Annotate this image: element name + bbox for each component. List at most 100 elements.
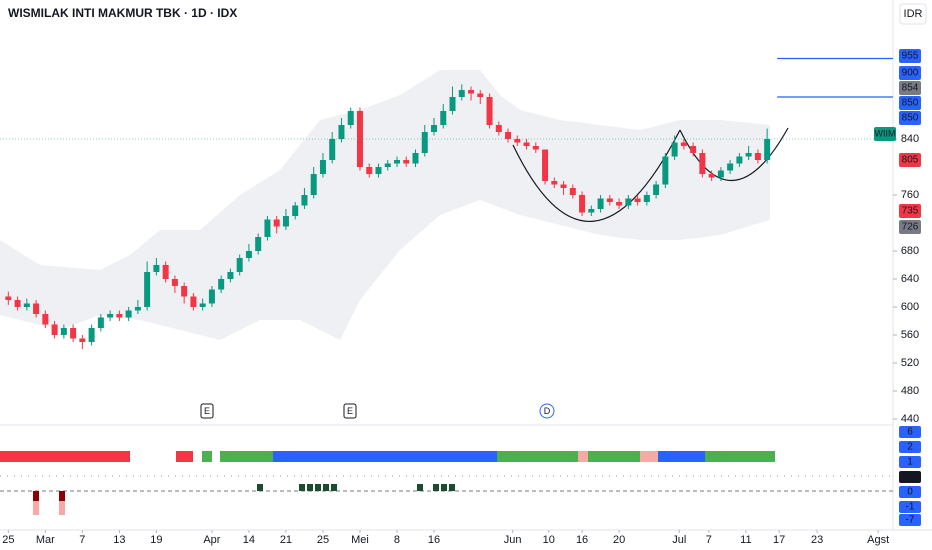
x-tick-label: 20 <box>613 534 625 546</box>
candle-body <box>458 90 465 98</box>
candle-body <box>97 317 104 328</box>
candle-body <box>181 285 188 297</box>
x-tick-label: Agst <box>867 534 889 546</box>
candle-body <box>199 303 206 307</box>
candle-body <box>597 198 604 210</box>
ribbon-segment <box>588 451 640 462</box>
x-tick-label: 7 <box>79 534 85 546</box>
candle-body <box>579 195 586 213</box>
indicator-label: 1 <box>907 457 913 468</box>
candle-body <box>680 142 687 147</box>
y-tick-label: 600 <box>901 301 919 313</box>
candle-body <box>514 139 521 143</box>
candle-body <box>319 160 326 175</box>
event-marker-label[interactable]: E <box>204 406 210 416</box>
candle-body <box>79 338 86 342</box>
x-tick-label: 10 <box>543 534 555 546</box>
y-tick-label: 840 <box>901 133 919 145</box>
x-tick-label: Mar <box>36 534 55 546</box>
candle-body <box>634 198 641 203</box>
currency-box[interactable] <box>899 3 927 25</box>
candle-body <box>171 278 178 286</box>
ribbon-segment <box>273 451 497 462</box>
price-label-box <box>899 66 921 80</box>
x-tick-label: Apr <box>203 534 220 546</box>
x-tick-label: 23 <box>811 534 823 546</box>
indicator-label: 0 <box>907 487 913 498</box>
x-tick-label: 16 <box>428 534 440 546</box>
signal-dots <box>257 484 455 491</box>
price-label: 805 <box>902 155 919 166</box>
candle-body <box>690 146 697 154</box>
candle-body <box>292 205 299 216</box>
x-tick-label: 19 <box>150 534 162 546</box>
candle-body <box>764 139 771 161</box>
ribbon-segment <box>220 451 273 462</box>
price-label-box <box>899 220 921 234</box>
candle-body <box>33 303 40 314</box>
candle-body <box>5 296 12 300</box>
price-label-box <box>899 204 921 218</box>
candle-body <box>569 188 576 196</box>
candle-body <box>736 156 743 164</box>
candle-body <box>134 306 141 311</box>
candle-body <box>643 195 650 203</box>
candle-body <box>551 181 558 185</box>
x-tick-label: Jul <box>672 534 686 546</box>
event-marker-label[interactable]: E <box>347 406 353 416</box>
event-marker[interactable] <box>200 403 214 419</box>
indicator-label-box <box>899 456 921 468</box>
y-tick-label: 760 <box>901 189 919 201</box>
candle-body <box>412 153 419 164</box>
candle-body <box>60 327 67 335</box>
candle-body <box>153 264 160 272</box>
candle-body <box>107 313 114 318</box>
candle-body <box>625 198 632 206</box>
x-tick-label: Mei <box>351 534 369 546</box>
y-tick-label: 680 <box>901 245 919 257</box>
ribbon-segment <box>705 451 775 462</box>
x-tick-label: 25 <box>317 534 329 546</box>
event-marker-label[interactable]: D <box>544 406 551 416</box>
indicator-label-box <box>899 441 921 453</box>
candle-body <box>431 125 438 133</box>
candle-body <box>338 125 345 140</box>
ribbon-segment <box>176 451 193 462</box>
histogram-bar <box>33 491 39 501</box>
candle-body <box>560 184 567 189</box>
candle-body <box>477 93 484 98</box>
candle-body <box>116 313 123 318</box>
currency[interactable]: IDR <box>904 8 923 20</box>
candle-body <box>384 163 391 168</box>
candle-body <box>245 250 252 258</box>
y-tick-label: 520 <box>901 357 919 369</box>
candle-body <box>727 163 734 171</box>
cup-arc <box>512 129 681 222</box>
candle-body <box>393 160 400 164</box>
price-label: 854 <box>902 83 919 94</box>
candle-body <box>42 313 49 325</box>
y-tick-label: 640 <box>901 273 919 285</box>
candle-body <box>218 278 225 290</box>
event-marker[interactable] <box>343 403 357 419</box>
candle-body <box>273 219 280 227</box>
y-tick-label: 480 <box>901 385 919 397</box>
x-tick-label: 17 <box>773 534 785 546</box>
event-marker[interactable] <box>539 403 555 419</box>
x-tick-label: 14 <box>243 534 255 546</box>
candle-body <box>671 142 678 157</box>
symbol-label-box <box>874 127 896 141</box>
x-tick-label: 8 <box>394 534 400 546</box>
candle-body <box>347 111 354 126</box>
candle-body <box>653 184 660 196</box>
candle-body <box>88 327 95 342</box>
x-tick-label: 25 <box>2 534 14 546</box>
candle-body <box>708 174 715 178</box>
ribbon-segment <box>658 451 705 462</box>
indicator-label-box <box>899 501 921 513</box>
candle-body <box>449 97 456 112</box>
candle-body <box>227 271 234 279</box>
ribbon-segment <box>497 451 578 462</box>
band-cloud <box>0 70 770 340</box>
